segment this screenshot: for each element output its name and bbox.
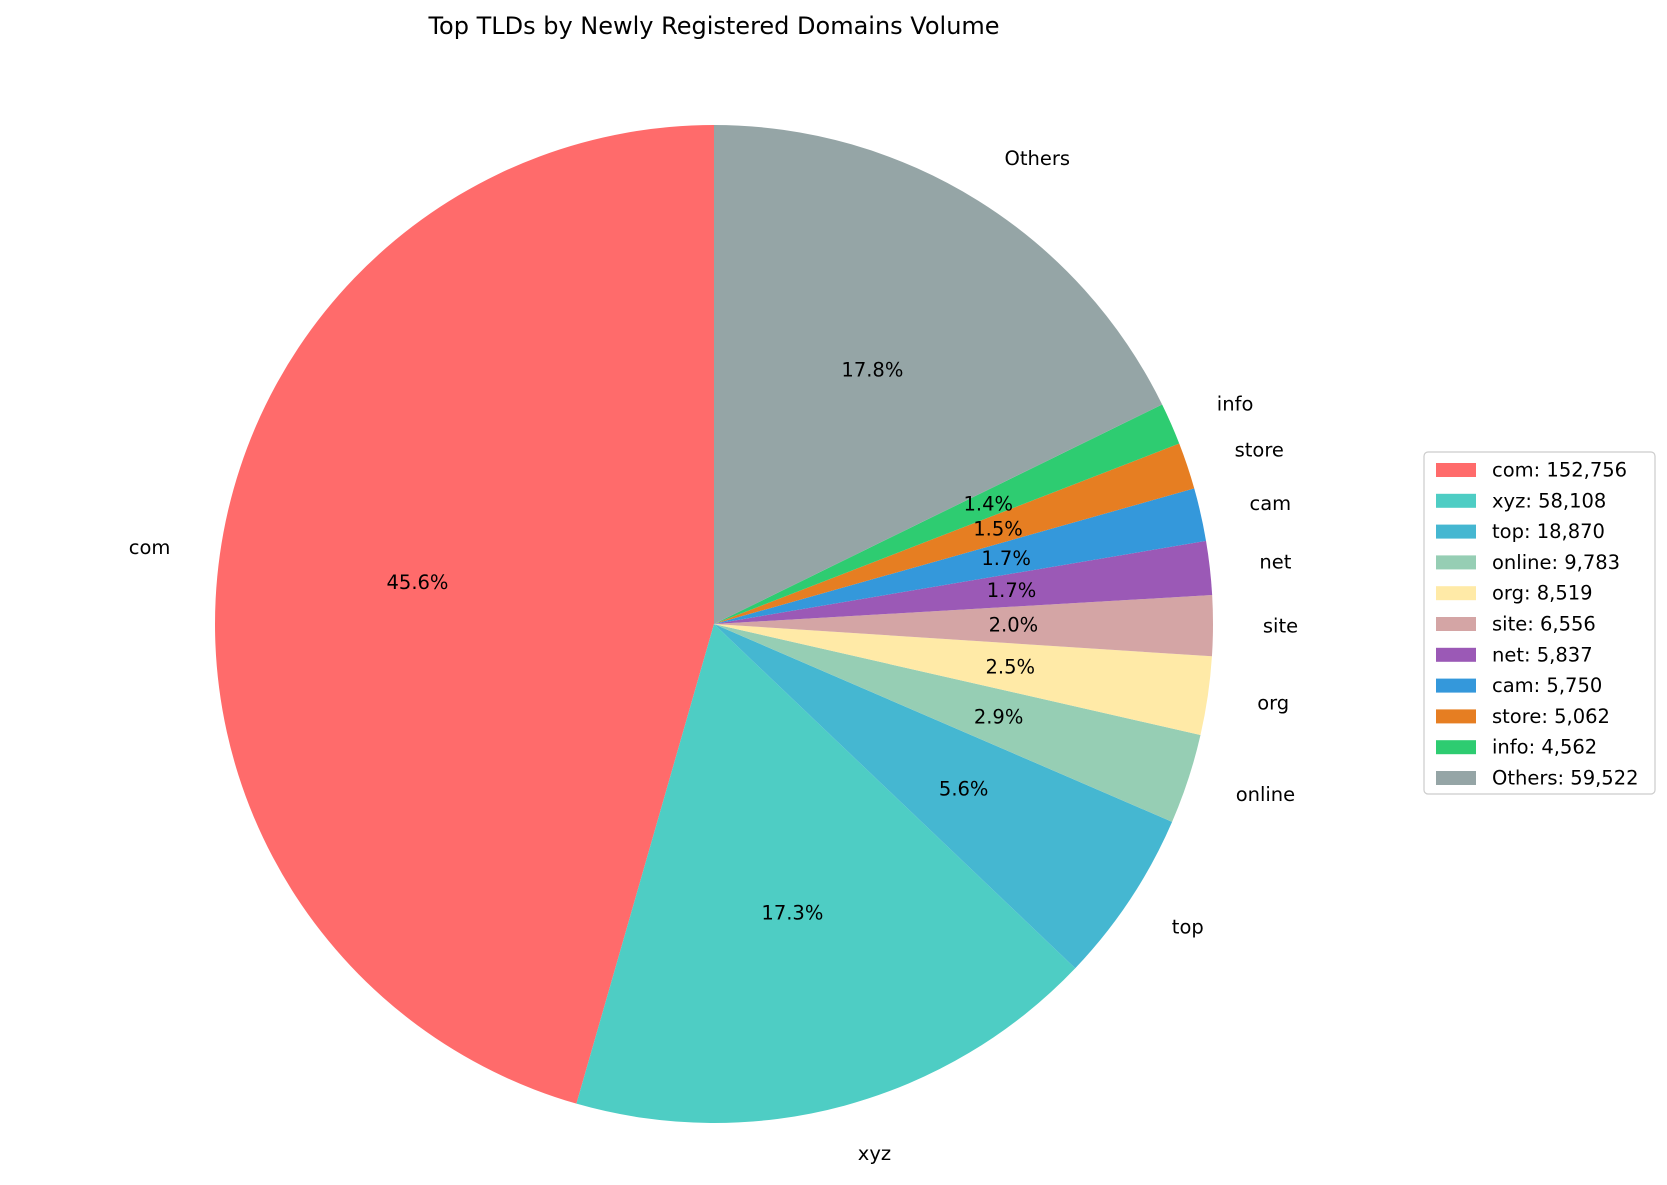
legend-label-cam: cam: 5,750 <box>1492 674 1602 697</box>
legend-swatch-org <box>1436 586 1476 601</box>
pie-slice-net <box>714 540 1213 624</box>
legend-swatch-site <box>1436 617 1476 631</box>
slice-labels: com xyz top online org site net cam store info Oth… <box>129 147 1298 1165</box>
legend-swatch-cam <box>1436 678 1476 693</box>
slice-label-com: com <box>129 536 171 559</box>
slice-label-site: site <box>1263 614 1298 637</box>
percentage-labels: 45.6% 17.3% 5.6% 2.9% 2.5% 2.0% 1.7% 1.7% 1.5% 1.… <box>387 359 1039 925</box>
legend-swatch-top <box>1436 524 1476 539</box>
pie-slice-com <box>215 125 714 1104</box>
slice-label-others: Others <box>1005 147 1071 170</box>
slice-label-top: top <box>1172 915 1204 938</box>
legend-label-xyz: xyz: 58,108 <box>1492 489 1606 512</box>
legend-frame <box>1423 451 1656 795</box>
pct-label-info: 1.4% <box>964 492 1014 515</box>
pct-label-site: 2.0% <box>989 614 1039 637</box>
pie-slice-cam <box>714 488 1207 624</box>
legend-label-info: info: 4,562 <box>1492 736 1597 759</box>
legend-swatch-xyz <box>1436 493 1476 508</box>
legend-label-net: net: 5,837 <box>1492 643 1593 666</box>
pie-slice-online <box>714 624 1201 822</box>
slice-label-info: info <box>1217 392 1254 415</box>
slice-label-store: store <box>1235 439 1284 462</box>
slice-label-xyz: xyz <box>858 1142 891 1165</box>
pie-slice-site <box>714 595 1213 657</box>
legend-swatch-online <box>1436 555 1476 570</box>
legend-swatch-net <box>1436 647 1476 662</box>
pie-slices <box>215 125 1213 1123</box>
pct-label-net: 1.7% <box>987 579 1037 602</box>
pct-label-com: 45.6% <box>387 571 449 594</box>
slice-label-net: net <box>1259 551 1291 574</box>
legend-label-others: Others: 59,522 <box>1492 767 1639 790</box>
pie-slice-info <box>714 404 1180 624</box>
legend-label-org: org: 8,519 <box>1492 582 1593 605</box>
legend-label-site: site: 6,556 <box>1492 613 1596 636</box>
legend-swatch-store <box>1436 709 1476 724</box>
pct-label-others: 17.8% <box>841 359 903 382</box>
pie-slice-xyz <box>576 624 1076 1123</box>
legend-label-top: top: 18,870 <box>1492 520 1605 543</box>
pie-slice-others <box>714 125 1163 624</box>
legend-label-store: store: 5,062 <box>1492 705 1610 728</box>
pct-label-top: 5.6% <box>939 778 989 801</box>
pct-label-cam: 1.7% <box>981 547 1031 570</box>
pie-slice-top <box>714 624 1173 969</box>
legend-label-online: online: 9,783 <box>1492 551 1620 574</box>
slice-label-online: online <box>1236 783 1295 806</box>
legend: com: 152,756 xyz: 58,108 top: 18,870 online… <box>1423 451 1656 795</box>
pct-label-org: 2.5% <box>986 656 1036 679</box>
legend-swatch-info <box>1436 740 1476 755</box>
slice-label-org: org <box>1257 692 1289 715</box>
pct-label-store: 1.5% <box>973 518 1023 541</box>
slice-label-cam: cam <box>1250 492 1292 515</box>
legend-swatch-com <box>1436 463 1476 477</box>
pct-label-online: 2.9% <box>974 706 1024 729</box>
pie-slice-org <box>714 624 1212 736</box>
chart-title: Top TLDs by Newly Registered Domains Vol… <box>427 12 999 40</box>
pie-slice-store <box>714 443 1195 624</box>
legend-swatch-others <box>1436 771 1476 785</box>
legend-label-com: com: 152,756 <box>1492 459 1627 482</box>
pct-label-xyz: 17.3% <box>761 901 823 924</box>
